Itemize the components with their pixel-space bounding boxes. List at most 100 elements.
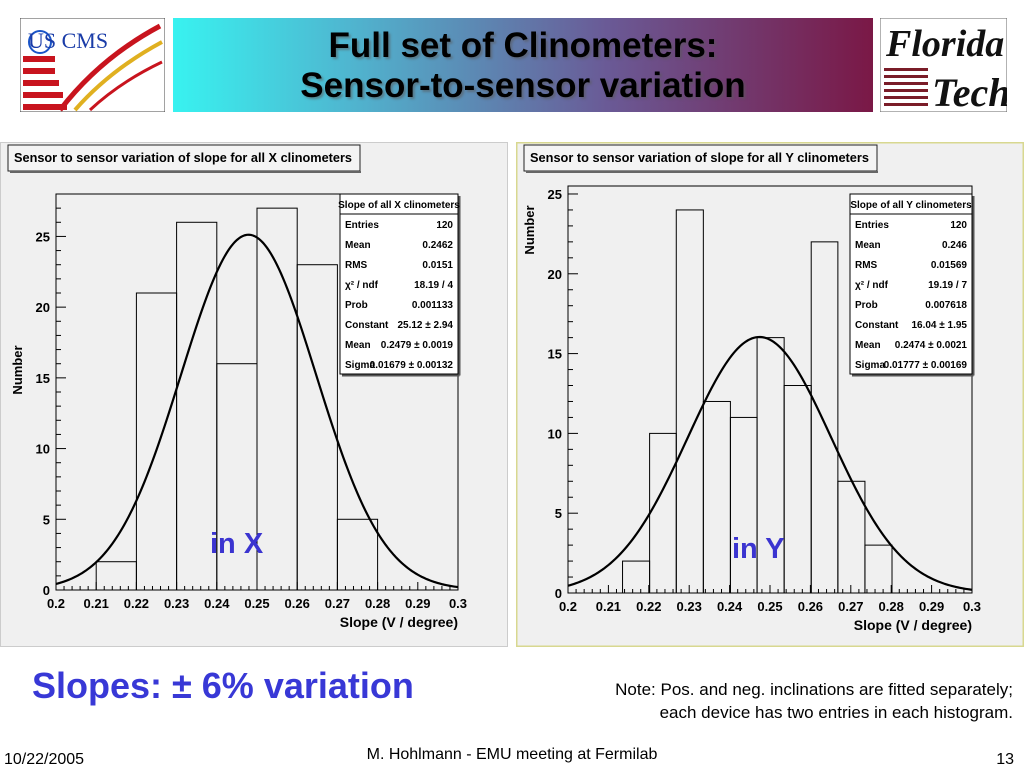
y-tick-label: 25 xyxy=(548,187,562,202)
stats-box-frame xyxy=(849,193,973,375)
stats-box: Slope of all X clinometers Entries 120 Mean… xyxy=(338,193,461,377)
stats-label: Constant xyxy=(345,320,389,331)
stats-value: 0.001133 xyxy=(412,300,454,311)
logo-left-text: US CMS xyxy=(28,28,108,53)
histogram-bar xyxy=(296,264,338,591)
x-tick-label: 0.25 xyxy=(757,599,782,614)
x-tick-label: 0.25 xyxy=(244,596,269,611)
histogram-bars xyxy=(95,207,379,591)
logo-right-line-2: Tech xyxy=(932,70,1007,112)
y-tick-label: 10 xyxy=(548,426,562,441)
y-tick-label: 25 xyxy=(36,229,50,244)
x-axis-label: Slope (V / degree) xyxy=(340,614,458,630)
stats-value: 25.12 ± 2.94 xyxy=(397,320,453,331)
logo-right-line-1: Florida xyxy=(885,23,1004,65)
flag-stripes xyxy=(23,56,67,110)
fit-note-line-2: each device has two entries in each hist… xyxy=(659,703,1013,722)
slopes-summary: Slopes: ± 6% variation xyxy=(32,665,414,706)
stats-label: Mean xyxy=(855,340,881,351)
chart-title-box xyxy=(523,144,878,172)
stats-label: χ² / ndf xyxy=(855,280,889,291)
gaussian-fit-line xyxy=(567,335,973,591)
stats-label: Constant xyxy=(855,320,899,331)
stats-label: Sigma xyxy=(345,360,375,371)
stats-label: χ² / ndf xyxy=(345,280,379,291)
stats-value: 0.2479 ± 0.0019 xyxy=(381,340,454,351)
title-bar: Full set of Clinometers: Sensor-to-senso… xyxy=(173,18,873,112)
stats-value: 120 xyxy=(436,220,453,231)
stats-value: 0.01777 ± 0.00169 xyxy=(884,360,968,371)
histogram-x-panel: Sensor to sensor variation of slope for … xyxy=(0,142,508,647)
chart-title: Sensor to sensor variation of slope for … xyxy=(14,150,352,165)
y-tick-label: 20 xyxy=(548,267,562,282)
stats-label: RMS xyxy=(345,260,368,271)
stats-value: 19.19 / 7 xyxy=(928,280,967,291)
histogram-bar xyxy=(810,241,839,594)
x-tick-label: 0.29 xyxy=(405,596,430,611)
stats-label: Sigma xyxy=(855,360,885,371)
x-tick-label: 0.2 xyxy=(559,599,577,614)
x-tick-label: 0.28 xyxy=(879,599,904,614)
x-tick-label: 0.28 xyxy=(365,596,390,611)
stats-label: Mean xyxy=(345,240,371,251)
x-tick-label: 0.3 xyxy=(449,596,467,611)
y-tick-label: 20 xyxy=(36,300,50,315)
histogram-y-panel: Sensor to sensor variation of slope for … xyxy=(516,142,1024,647)
stats-value: 0.2462 xyxy=(422,240,453,251)
annotation-in-y: in Y xyxy=(732,533,785,565)
histogram-bar xyxy=(336,518,379,591)
stats-label: Entries xyxy=(855,220,889,231)
page-title-line-1: Full set of Clinometers: xyxy=(328,26,718,65)
stats-label: Mean xyxy=(855,240,881,251)
x-tick-label: 0.26 xyxy=(285,596,310,611)
page-title-line-2: Sensor-to-sensor variation xyxy=(300,66,746,105)
stats-box-frame xyxy=(339,193,459,375)
stats-value: 0.01679 ± 0.00132 xyxy=(370,360,454,371)
x-tick-label: 0.23 xyxy=(677,599,702,614)
x-tick-label: 0.23 xyxy=(164,596,189,611)
y-axis: 0 5 10 15 20 25 Number xyxy=(10,193,66,598)
x-axis: 0.2 0.21 0.22 0.23 0.24 0.25 0.26 0.27 0.28 0.29 0… xyxy=(559,585,981,633)
footer-page-number: 13 xyxy=(996,751,1014,768)
x-tick-label: 0.27 xyxy=(838,599,863,614)
y-axis-label: Number xyxy=(10,345,25,394)
y-tick-label: 5 xyxy=(555,506,562,521)
chart-title-box xyxy=(7,144,361,172)
x-tick-label: 0.21 xyxy=(596,599,621,614)
x-tick-label: 0.21 xyxy=(84,596,109,611)
histogram-bar xyxy=(864,544,893,594)
logo-lines xyxy=(884,68,928,106)
y-tick-label: 0 xyxy=(43,583,50,598)
x-tick-label: 0.22 xyxy=(124,596,149,611)
footer-date: 10/22/2005 xyxy=(4,751,85,768)
stats-label: Prob xyxy=(855,300,878,311)
x-tick-label: 0.3 xyxy=(963,599,981,614)
stats-value: 0.246 xyxy=(942,240,967,251)
stats-value: 120 xyxy=(950,220,967,231)
x-tick-label: 0.29 xyxy=(919,599,944,614)
stats-box: Slope of all Y clinometers Entries 120 Mean… xyxy=(849,193,975,377)
stats-value: 16.04 ± 1.95 xyxy=(911,320,967,331)
stats-label: RMS xyxy=(855,260,878,271)
stats-label: Mean xyxy=(345,340,371,351)
stats-value: 18.19 / 4 xyxy=(414,280,453,291)
stats-value: 0.007618 xyxy=(925,300,967,311)
stats-label: Prob xyxy=(345,300,368,311)
y-tick-label: 0 xyxy=(555,586,562,601)
chart-title: Sensor to sensor variation of slope for … xyxy=(530,150,869,165)
y-tick-label: 5 xyxy=(43,512,50,527)
us-cms-logo: US CMS xyxy=(20,18,165,112)
footer-presenter: M. Hohlmann - EMU meeting at Fermilab xyxy=(366,746,658,763)
x-tick-label: 0.27 xyxy=(325,596,350,611)
x-tick-label: 0.24 xyxy=(717,599,743,614)
x-tick-label: 0.26 xyxy=(798,599,823,614)
x-tick-label: 0.2 xyxy=(47,596,65,611)
y-axis-label: Number xyxy=(522,205,537,254)
y-tick-label: 10 xyxy=(36,442,50,457)
stats-label: Entries xyxy=(345,220,379,231)
annotation-in-x: in X xyxy=(210,528,264,560)
stats-value: 0.2474 ± 0.0021 xyxy=(895,340,968,351)
x-tick-label: 0.24 xyxy=(204,596,230,611)
florida-tech-logo: Florida Tech xyxy=(880,18,1007,112)
stats-title: Slope of all X clinometers xyxy=(338,200,460,211)
